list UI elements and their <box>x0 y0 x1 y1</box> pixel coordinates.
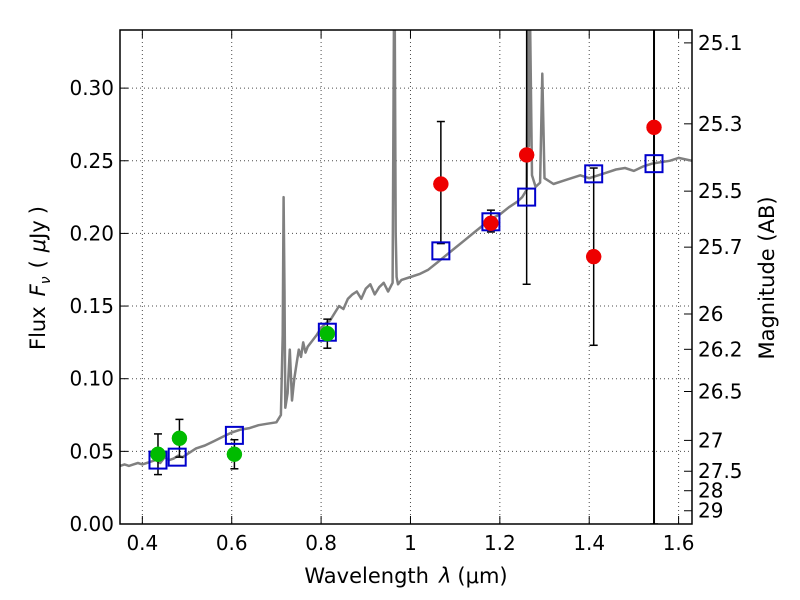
square-marker <box>431 241 451 261</box>
magnitude-tick-label: 29 <box>698 499 723 523</box>
magnitude-tick-label: 26 <box>698 302 723 326</box>
data-markers <box>148 119 664 470</box>
circle-marker <box>646 119 662 136</box>
circle-marker <box>518 147 535 163</box>
magnitude-tick-label: 25.3 <box>698 112 743 136</box>
square-marker <box>224 425 244 445</box>
square-marker <box>167 447 187 467</box>
magnitude-tick-label: 25.1 <box>698 31 743 55</box>
x-tick-label: 0.6 <box>216 531 248 555</box>
x-tick-labels: 0.4 0.6 0.8 1 1.2 1.4 1.6 <box>126 531 694 555</box>
y-tick-labels: 0.00 0.05 0.10 0.15 0.20 0.25 0.30 <box>69 76 114 536</box>
circle-marker <box>319 325 336 342</box>
y-tick-label: 0.00 <box>69 512 114 536</box>
x-tick-label: 0.4 <box>126 531 158 555</box>
magnitude-tick-label: 25.7 <box>698 235 743 259</box>
circle-marker <box>226 446 243 463</box>
y2-axis-label: Magnitude (AB) <box>755 196 779 359</box>
magnitude-tick-label: 28 <box>698 479 723 503</box>
x-tick-label: 1 <box>404 531 417 555</box>
circle-marker <box>150 446 166 463</box>
model-spectrum-line <box>120 30 692 468</box>
circle-marker <box>483 215 499 231</box>
model-spectrum <box>120 30 692 468</box>
plot-frame <box>119 29 693 525</box>
x-tick-label: 1.4 <box>573 531 605 555</box>
y-tick-label: 0.05 <box>69 439 114 463</box>
x-tick-label: 0.8 <box>305 531 337 555</box>
y-axis-label: FluxFν(μJy) <box>26 206 54 350</box>
magnitude-tick-label: 27 <box>698 428 723 452</box>
circle-marker <box>433 176 449 192</box>
magnitude-tick-label: 25.5 <box>698 179 743 203</box>
axis-ticks <box>120 30 692 525</box>
square-marker <box>644 154 664 174</box>
y-tick-label: 0.30 <box>69 76 114 100</box>
magnitude-tick-label: 27.5 <box>698 459 743 483</box>
y-tick-label: 0.25 <box>69 149 114 173</box>
y-tick-label: 0.10 <box>69 367 114 391</box>
y-tick-label: 0.15 <box>69 294 114 318</box>
square-marker <box>517 187 537 207</box>
x-tick-label: 1.2 <box>484 531 516 555</box>
y-tick-label: 0.20 <box>69 221 114 245</box>
x-tick-label: 1.6 <box>663 531 695 555</box>
magnitude-tick-label: 26.5 <box>698 379 743 403</box>
square-marker <box>584 164 604 184</box>
x-axis-label: Wavelength λ (μm) <box>304 564 507 588</box>
magnitude-tick-label: 26.2 <box>698 337 743 361</box>
circle-marker <box>585 248 602 265</box>
circle-marker <box>171 430 188 447</box>
